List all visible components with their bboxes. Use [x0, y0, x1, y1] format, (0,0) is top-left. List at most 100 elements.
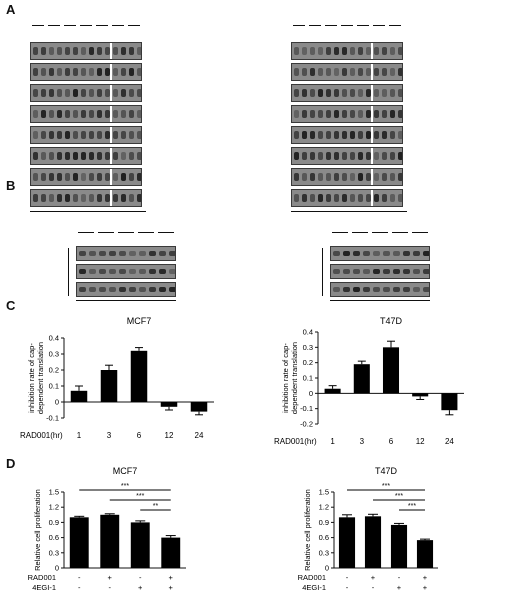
panel-label-b: B: [6, 178, 16, 193]
blot-band: [128, 68, 134, 76]
pulldown-bracket: [68, 248, 69, 296]
panel-label-a: A: [6, 2, 16, 17]
blot-band: [96, 47, 102, 55]
y-tick-label: 0.4: [49, 334, 59, 343]
blot-band: [397, 194, 402, 202]
blot-band: [325, 110, 331, 118]
blot-band: [40, 152, 46, 160]
blot-band: [332, 250, 340, 257]
treatment-sign: +: [423, 573, 428, 582]
blot-band: [128, 286, 136, 293]
blot-band: [112, 47, 118, 55]
x-tick-label: 24: [445, 437, 454, 446]
blot-band: [293, 89, 299, 97]
panel-label-d: D: [6, 456, 16, 471]
treatment-sign: -: [346, 583, 349, 592]
treatment-sign: -: [109, 583, 112, 592]
blot-band: [118, 286, 126, 293]
x-tick-label: 3: [107, 431, 112, 440]
blot-band: [301, 173, 307, 181]
x-tick-label: 12: [165, 431, 174, 440]
blot-band: [381, 173, 387, 181]
blot-band: [32, 131, 38, 139]
blot-splice: [110, 169, 112, 185]
time-underline: [412, 232, 428, 233]
western-blot-strip: [30, 189, 142, 207]
blot-band: [96, 173, 102, 181]
blot-band: [397, 89, 402, 97]
treatment-row-label: RAD001: [28, 573, 56, 582]
blot-band: [381, 110, 387, 118]
time-underline: [352, 232, 368, 233]
blot-band: [373, 110, 379, 118]
time-underline: [48, 25, 60, 26]
blot-band: [136, 152, 141, 160]
blot-band: [64, 131, 70, 139]
blot-band: [148, 286, 156, 293]
western-blot-strip: [30, 105, 142, 123]
chart-title: T47D: [380, 316, 403, 326]
treatment-row-label: RAD001: [298, 573, 326, 582]
blot-band: [98, 268, 106, 275]
x-tick-label: 6: [389, 437, 394, 446]
blot-splice: [371, 127, 373, 143]
blot-band: [402, 286, 410, 293]
time-underline: [372, 232, 388, 233]
blot-band: [88, 250, 96, 257]
blot-band: [80, 194, 86, 202]
blot-band: [317, 68, 323, 76]
blot-band: [48, 194, 54, 202]
blot-splice: [371, 190, 373, 206]
treatment-sign: -: [372, 583, 375, 592]
bar: [161, 537, 181, 568]
blot-band: [341, 89, 347, 97]
blot-band: [382, 250, 390, 257]
blot-band: [349, 194, 355, 202]
blot-band: [128, 268, 136, 275]
blot-band: [341, 68, 347, 76]
blot-band: [341, 173, 347, 181]
blot-band: [352, 286, 360, 293]
y-tick-label: -0.1: [300, 404, 313, 413]
blot-band: [64, 47, 70, 55]
blot-splice: [371, 85, 373, 101]
blot-band: [357, 68, 363, 76]
blot-band: [341, 47, 347, 55]
cell-line-bar: [76, 300, 176, 301]
blot-band: [373, 152, 379, 160]
treatment-sign: +: [169, 573, 174, 582]
blot-band: [389, 68, 395, 76]
western-blot-strip: [30, 63, 142, 81]
blot-band: [341, 131, 347, 139]
blot-band: [72, 173, 78, 181]
y-tick-label: 1.2: [319, 503, 329, 512]
blot-band: [325, 173, 331, 181]
blot-band: [168, 268, 175, 275]
blot-band: [365, 68, 371, 76]
blot-band: [40, 68, 46, 76]
blot-band: [412, 286, 420, 293]
blot-band: [301, 47, 307, 55]
blot-band: [349, 131, 355, 139]
significance-label: ***: [408, 503, 416, 510]
bar: [338, 517, 356, 568]
blot-band: [72, 131, 78, 139]
western-blot-strip: [291, 63, 403, 81]
blot-band: [40, 173, 46, 181]
blot-band: [168, 250, 175, 257]
blot-band: [48, 47, 54, 55]
blot-band: [120, 47, 126, 55]
blot-band: [301, 89, 307, 97]
y-tick-label: 0.2: [303, 358, 313, 367]
blot-band: [365, 110, 371, 118]
blot-splice: [110, 64, 112, 80]
blot-band: [80, 47, 86, 55]
blot-band: [56, 131, 62, 139]
blot-band: [120, 194, 126, 202]
blot-band: [32, 89, 38, 97]
blot-band: [293, 152, 299, 160]
blot-band: [357, 131, 363, 139]
time-underline: [293, 25, 305, 26]
blot-band: [158, 286, 166, 293]
blot-band: [88, 89, 94, 97]
